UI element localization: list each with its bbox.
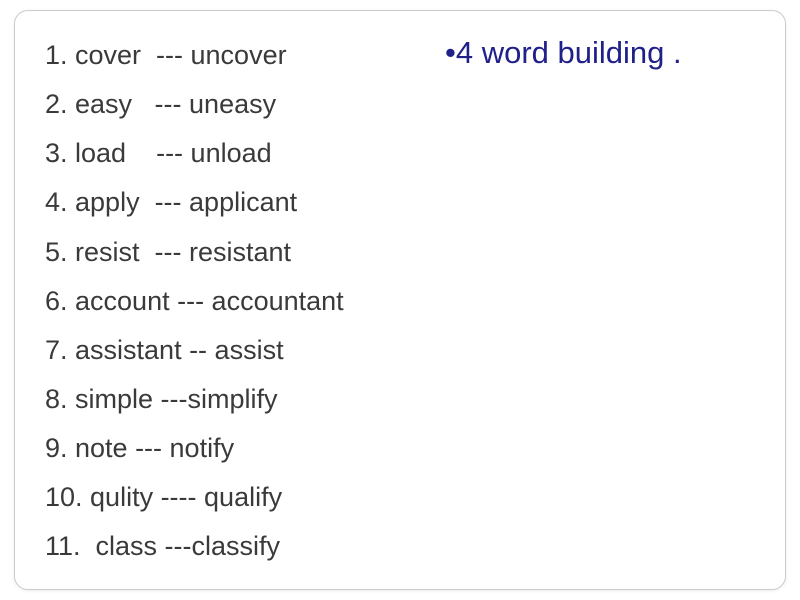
word-row: 8. simple ---simplify [45,375,344,424]
word-row: 4. apply --- applicant [45,178,344,227]
word-row: 5. resist --- resistant [45,228,344,277]
word-row: 2. easy --- uneasy [45,80,344,129]
slide-card: •4 word building . 1. cover --- uncover2… [14,10,786,590]
word-row: 9. note --- notify [45,424,344,473]
word-row: 3. load --- unload [45,129,344,178]
slide-title: •4 word building . [445,35,682,71]
word-row: 7. assistant -- assist [45,326,344,375]
word-row: 10. qulity ---- qualify [45,473,344,522]
word-row: 1. cover --- uncover [45,31,344,80]
word-building-list: 1. cover --- uncover2. easy --- uneasy3.… [45,31,344,571]
word-row: 6. account --- accountant [45,277,344,326]
word-row: 11. class ---classify [45,522,344,571]
